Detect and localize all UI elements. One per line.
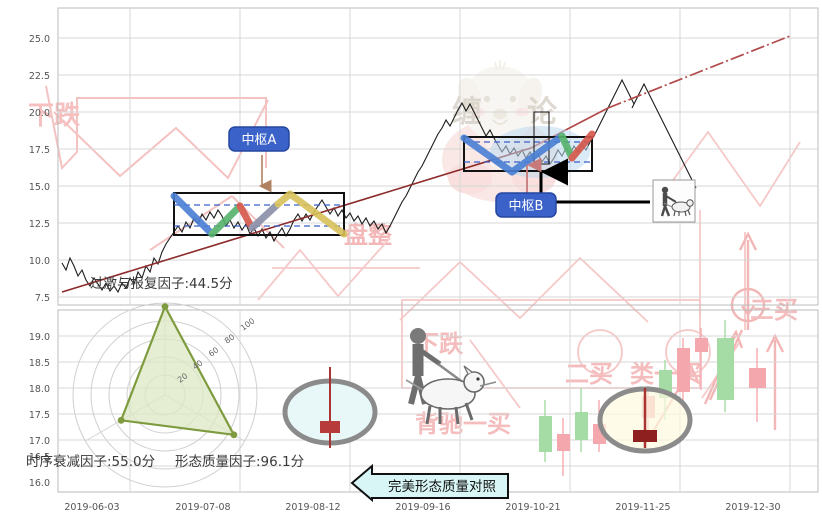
rtick: 60 — [207, 345, 221, 358]
candle — [695, 328, 708, 390]
candle — [539, 400, 552, 462]
candle — [677, 338, 690, 408]
banner-perfect-pattern[interactable]: 完美形态质量对照 — [350, 463, 509, 503]
callout-zhongshu-b[interactable]: 中枢B — [495, 157, 650, 218]
score-time-decay: 时序衰减因子:55.0分 — [26, 453, 155, 470]
ytick: 16.0 — [29, 478, 50, 489]
dog-walker-thumbnail[interactable] — [652, 179, 696, 223]
badge-a-bg[interactable] — [228, 126, 290, 152]
zhongshu-a-pen-segments — [170, 190, 348, 238]
highlight-right — [597, 386, 693, 454]
ytick: 17.0 — [29, 436, 50, 447]
dog-walker-thumb-art — [660, 186, 694, 217]
candle — [557, 418, 570, 476]
ytick: 10.0 — [29, 256, 50, 267]
wm-xiadie-text: 下跌 — [28, 101, 80, 131]
xtick: 2019-09-16 — [395, 502, 450, 513]
xtick: 2019-10-21 — [505, 502, 560, 513]
xtick: 2019-08-12 — [285, 502, 340, 513]
ytick: 17.5 — [29, 145, 50, 156]
ytick: 16.5 — [29, 452, 50, 463]
score-excess-retaliation: 过激与报复因子:44.5分 — [90, 275, 233, 292]
rtick: 100 — [239, 316, 257, 332]
price-y-axis-labels: 25.0 22.5 20.0 17.5 15.0 12.5 10.0 7.5 — [29, 34, 50, 304]
badge-a-label: 中枢A — [242, 133, 277, 148]
ytick: 25.0 — [29, 34, 50, 45]
trend-line — [61, 147, 532, 293]
badge-b-label: 中枢B — [509, 199, 544, 214]
candle — [749, 348, 766, 422]
xtick: 2019-06-03 — [64, 502, 119, 513]
wm-beichi-text: 背驰一买 — [415, 410, 511, 438]
ytick: 15.0 — [29, 182, 50, 193]
highlight-left — [282, 367, 378, 448]
ytick: 17.5 — [29, 410, 50, 421]
candle — [575, 388, 588, 452]
projection-line-dashdot — [607, 35, 791, 109]
radar-polygon — [119, 303, 236, 437]
xtick: 2019-07-08 — [175, 502, 230, 513]
ytick: 22.5 — [29, 71, 50, 82]
ytick: 12.5 — [29, 219, 50, 230]
banner-label: 完美形态质量对照 — [388, 479, 496, 495]
x-axis-labels: 2019-06-03 2019-07-08 2019-08-12 2019-09… — [64, 502, 780, 513]
candle — [717, 320, 734, 412]
xtick: 2019-12-30 — [725, 502, 780, 513]
price-panel-grid — [57, 7, 819, 306]
ytick: 7.5 — [35, 293, 50, 304]
banner-shape[interactable] — [350, 463, 509, 503]
score-pattern-quality: 形态质量因子:96.1分 — [175, 454, 304, 470]
xtick: 2019-11-25 — [615, 502, 670, 513]
zhongshu-b-pen-segments — [460, 130, 596, 176]
radar-chart: 20 40 60 80 100 — [72, 302, 258, 488]
dog-walker-figure — [405, 328, 497, 425]
wm-ermai-text: 二买 — [565, 360, 613, 388]
ytick: 19.0 — [29, 332, 50, 343]
ytick: 18.0 — [29, 384, 50, 395]
ytick: 20.0 — [29, 108, 50, 119]
callout-zhongshu-a[interactable]: 中枢A — [228, 126, 290, 193]
radar-points — [117, 303, 238, 439]
badge-b-bg[interactable] — [495, 192, 557, 218]
indicator-y-axis-labels: 19.0 18.5 18.0 17.5 17.0 16.5 16.0 — [29, 332, 50, 489]
ytick: 18.5 — [29, 358, 50, 369]
